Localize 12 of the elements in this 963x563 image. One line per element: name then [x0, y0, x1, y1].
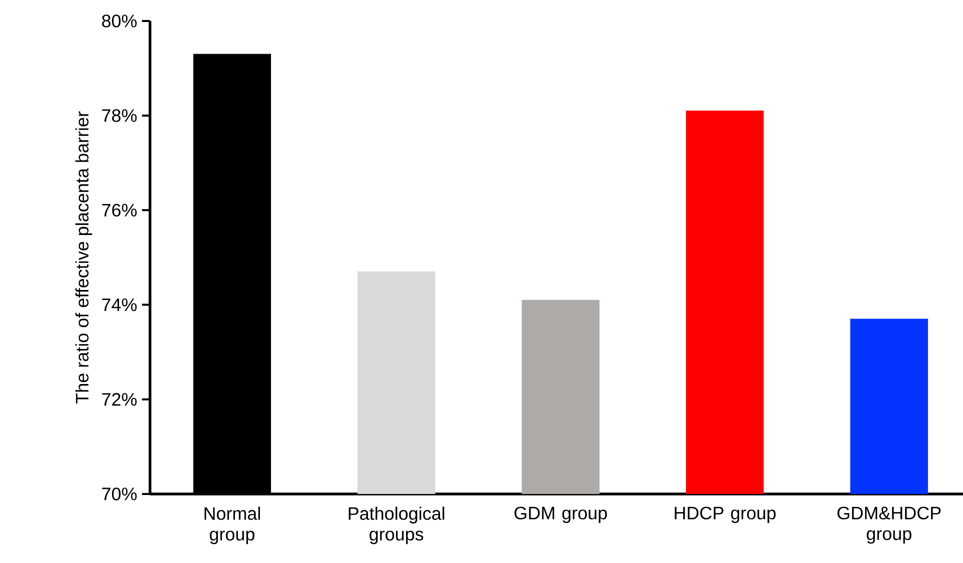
y-tick-label: 74% [102, 298, 137, 312]
x-tick-label: Pathological groups [348, 506, 444, 544]
y-axis-title: The ratio of effective placenta barrier [75, 111, 92, 404]
y-tick-label: 72% [102, 393, 137, 406]
x-tick-label: GDM&HDCP group [838, 506, 941, 544]
y-tick-label: 78% [102, 109, 137, 122]
y-tick-label: 76% [102, 204, 137, 217]
x-tick-label: GDM group [514, 506, 607, 524]
y-tick-label: 80% [102, 14, 137, 28]
y-tick-label: 70% [102, 488, 137, 500]
x-tick-label: HDCP group [674, 506, 776, 524]
x-tick-label: Normal group [204, 506, 260, 544]
